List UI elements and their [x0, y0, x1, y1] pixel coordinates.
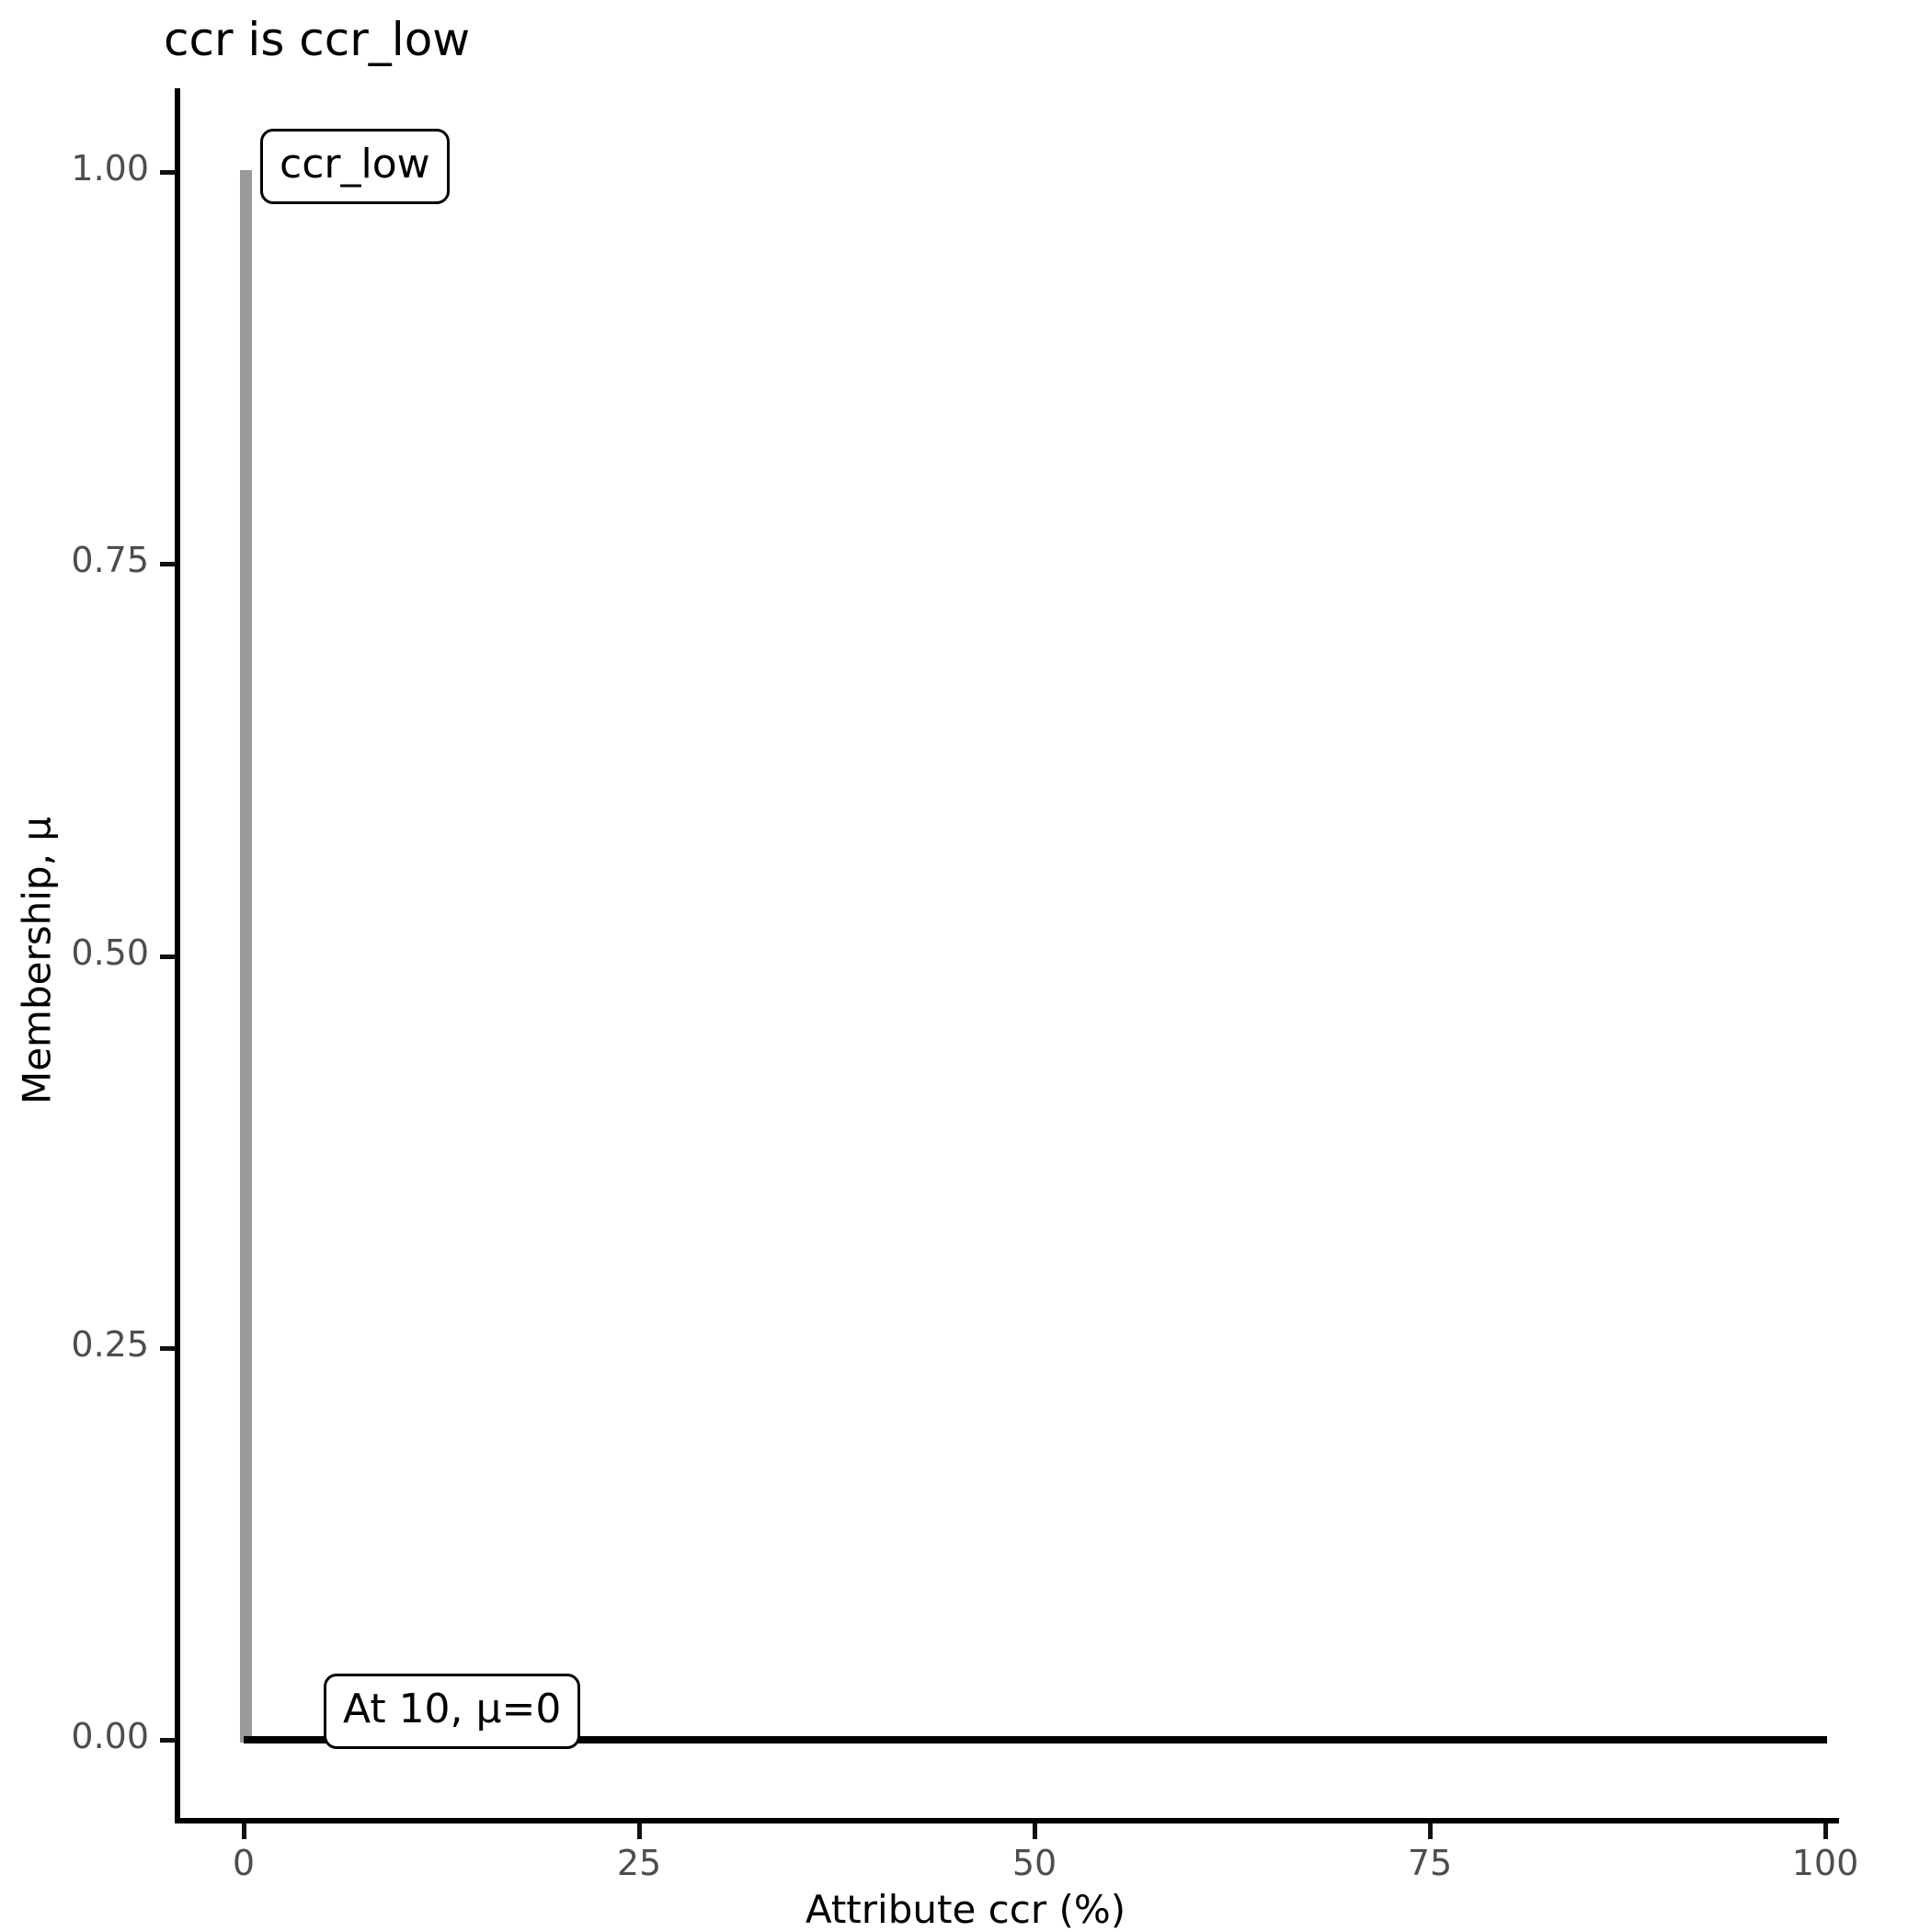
x-tick-label: 75: [1407, 1843, 1453, 1883]
y-tick-label: 0.50: [71, 932, 149, 973]
x-tick-label: 100: [1791, 1843, 1859, 1883]
y-tick-label: 0.25: [71, 1323, 149, 1365]
membership-riser-segment: [240, 170, 252, 1743]
y-tick-mark: [160, 170, 176, 175]
annotation-set-label: ccr_low: [260, 129, 450, 204]
y-tick-label: 1.00: [71, 148, 149, 189]
y-tick-label: 0.75: [71, 540, 149, 581]
x-tick-label: 0: [232, 1843, 256, 1883]
x-tick-mark: [1033, 1823, 1037, 1839]
y-tick-mark: [160, 1738, 176, 1743]
x-tick-label: 25: [616, 1843, 662, 1883]
x-tick-label: 50: [1011, 1843, 1057, 1883]
x-tick-mark: [242, 1823, 246, 1839]
x-axis-spine: [175, 1818, 1839, 1823]
y-axis-spine: [175, 88, 180, 1823]
x-tick-mark: [1428, 1823, 1433, 1839]
membership-baseline-segment: [244, 1736, 1827, 1743]
y-tick-mark: [160, 1345, 176, 1351]
x-tick-mark: [637, 1823, 642, 1839]
y-tick-label: 0.00: [71, 1716, 149, 1756]
x-tick-mark: [1823, 1823, 1828, 1839]
x-axis-label: Attribute ccr (%): [805, 1887, 1126, 1932]
annotation-point-label: At 10, μ=0: [324, 1674, 581, 1749]
y-axis-label: Membership, μ: [14, 817, 60, 1105]
y-tick-mark: [160, 954, 176, 959]
page-title: ccr is ccr_low: [164, 13, 471, 66]
y-tick-mark: [160, 562, 176, 567]
